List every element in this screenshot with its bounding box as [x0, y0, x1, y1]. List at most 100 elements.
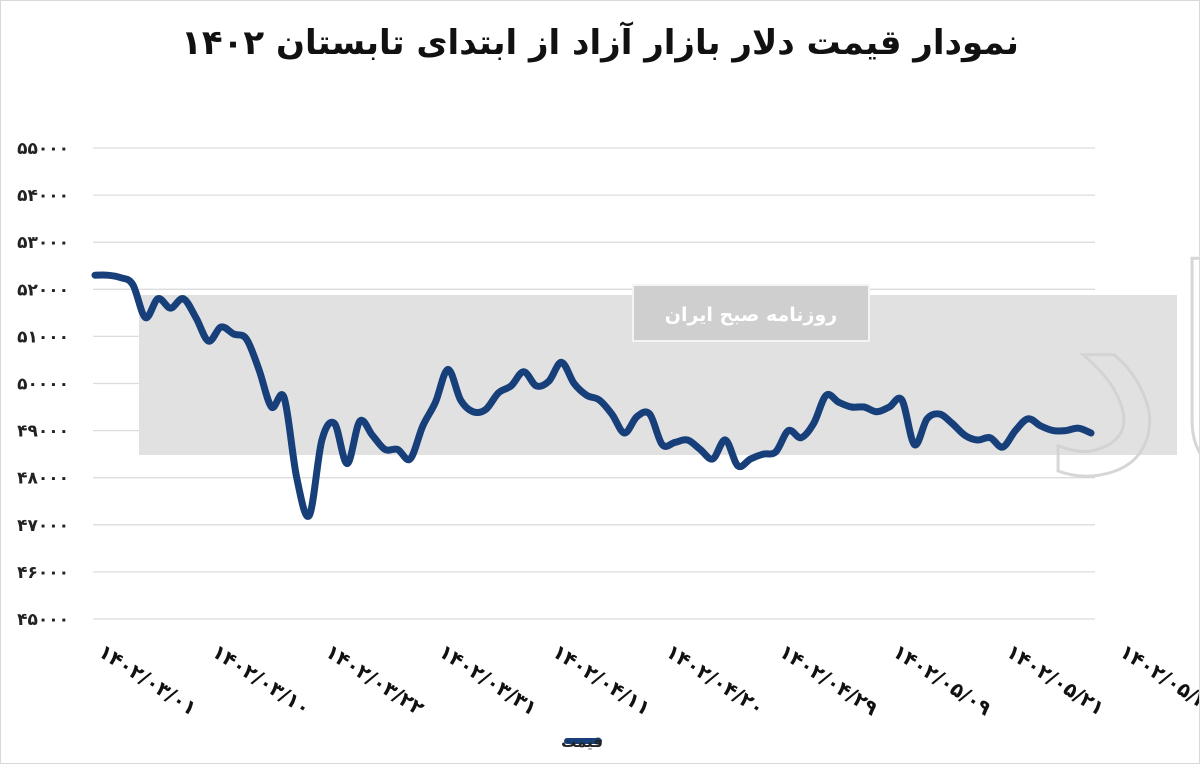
data-point-37	[558, 359, 565, 366]
data-points	[92, 272, 1094, 519]
data-point-13	[255, 366, 262, 373]
data-point-20	[344, 460, 351, 467]
data-point-59	[835, 399, 842, 406]
data-point-65	[911, 441, 918, 448]
data-point-19	[331, 420, 338, 427]
data-point-66	[924, 415, 931, 422]
y-tick-label: ۵۱۰۰۰	[17, 327, 69, 347]
data-point-27	[432, 399, 439, 406]
data-point-50	[722, 437, 729, 443]
data-point-57	[810, 420, 817, 427]
data-point-40	[596, 397, 603, 403]
data-point-2	[117, 274, 124, 281]
data-point-74	[1025, 415, 1031, 422]
data-point-72	[999, 444, 1006, 451]
data-point-34	[520, 368, 527, 375]
data-point-62	[873, 408, 880, 415]
data-point-79	[1088, 430, 1094, 436]
data-point-14	[268, 404, 275, 410]
data-point-47	[684, 437, 691, 443]
x-tick-label: ۱۴۰۲/۰۵/۳۰	[1115, 639, 1199, 720]
chart-title: نمودار قیمت دلار بازار آزاد از ابتدای تا…	[181, 23, 1019, 63]
data-point-31	[482, 406, 489, 413]
data-point-51	[735, 462, 741, 469]
data-point-67	[936, 411, 943, 418]
data-point-75	[1037, 422, 1044, 429]
y-tick-label: ۴۸۰۰۰	[17, 469, 69, 489]
data-point-60	[848, 404, 855, 410]
data-point-15	[281, 394, 288, 401]
series-line-price	[91, 271, 1095, 520]
y-tick-label: ۴۷۰۰۰	[17, 516, 69, 536]
y-tick-label: ۵۳۰۰۰	[17, 233, 69, 253]
data-point-6	[167, 305, 174, 312]
data-point-12	[243, 335, 250, 342]
y-tick-label: ۵۴۰۰۰	[17, 186, 69, 206]
data-point-54	[772, 448, 779, 455]
x-tick-label: ۱۴۰۲/۰۵/۰۹	[889, 639, 996, 720]
data-point-38	[571, 380, 578, 387]
data-point-64	[898, 397, 905, 403]
x-tick-label: ۱۴۰۲/۰۳/۲۲	[321, 639, 428, 720]
data-point-28	[445, 366, 451, 373]
data-point-9	[205, 338, 212, 345]
data-point-76	[1050, 427, 1057, 434]
data-point-39	[583, 392, 590, 399]
data-point-1	[104, 272, 111, 279]
data-point-48	[697, 446, 704, 453]
y-tick-label: ۵۲۰۰۰	[17, 280, 69, 300]
data-point-71	[987, 434, 994, 441]
data-point-18	[318, 437, 325, 443]
data-point-36	[545, 378, 552, 385]
x-tick-label: ۱۴۰۲/۰۴/۲۹	[775, 639, 882, 720]
data-point-69	[961, 432, 968, 439]
data-point-52	[747, 455, 754, 462]
data-point-22	[369, 432, 376, 439]
data-point-7	[180, 295, 187, 302]
data-point-23	[382, 446, 388, 453]
y-axis-ticks: ۵۵۰۰۰ ۵۴۰۰۰ ۵۳۰۰۰ ۵۲۰۰۰ ۵۱۰۰۰ ۵۰۰۰۰ ۴۹۰۰۰ ۴۸۰۰۰…	[17, 139, 69, 630]
data-point-46	[671, 439, 678, 446]
data-point-43	[634, 413, 641, 420]
legend: قیمت	[561, 733, 603, 751]
y-tick-label: ۵۵۰۰۰	[17, 139, 69, 159]
data-point-26	[419, 422, 426, 429]
data-point-49	[709, 455, 716, 462]
data-point-58	[823, 392, 830, 399]
x-tick-label: ۱۴۰۲/۰۳/۳۱	[435, 639, 542, 720]
data-point-30	[470, 408, 477, 415]
x-tick-label: ۱۴۰۲/۰۵/۲۱	[1002, 639, 1109, 720]
data-point-35	[533, 382, 540, 389]
x-tick-label: ۱۴۰۲/۰۴/۱۱	[548, 639, 655, 720]
data-point-55	[785, 427, 792, 434]
data-point-33	[508, 382, 515, 389]
data-point-4	[142, 314, 149, 321]
watermark-label: روزنامه صبح ایران	[665, 304, 837, 326]
data-point-68	[949, 420, 956, 427]
data-point-17	[306, 512, 313, 519]
x-tick-label: ۱۴۰۲/۰۴/۲۰	[662, 639, 769, 720]
y-tick-label: ۴۹۰۰۰	[17, 422, 69, 442]
data-point-45	[659, 441, 666, 448]
watermark-calligraphy: دنیای اقتصاد	[1041, 212, 1199, 538]
data-point-21	[356, 418, 363, 425]
x-tick-label: ۱۴۰۲/۰۳/۱۰	[208, 639, 315, 720]
data-point-25	[407, 455, 414, 462]
x-tick-label: ۱۴۰۲/۰۳/۰۱	[94, 639, 201, 720]
data-point-41	[608, 411, 615, 418]
data-point-70	[974, 437, 981, 443]
y-tick-label: ۴۶۰۰۰	[17, 563, 69, 583]
data-point-5	[155, 295, 161, 302]
data-point-0	[92, 272, 98, 279]
data-point-77	[1062, 427, 1069, 434]
data-point-16	[293, 474, 300, 481]
data-point-63	[886, 404, 893, 410]
data-point-29	[457, 397, 464, 403]
data-point-73	[1012, 427, 1019, 434]
watermark-label-box	[632, 284, 870, 342]
data-point-8	[192, 314, 199, 321]
data-point-42	[621, 430, 628, 436]
x-axis-ticks: ۱۴۰۲/۰۳/۰۱ ۱۴۰۲/۰۳/۱۰ ۱۴۰۲/۰۳/۲۲ ۱۴۰۲/۰۳/۳۱…	[94, 639, 1199, 720]
data-point-44	[646, 411, 653, 418]
